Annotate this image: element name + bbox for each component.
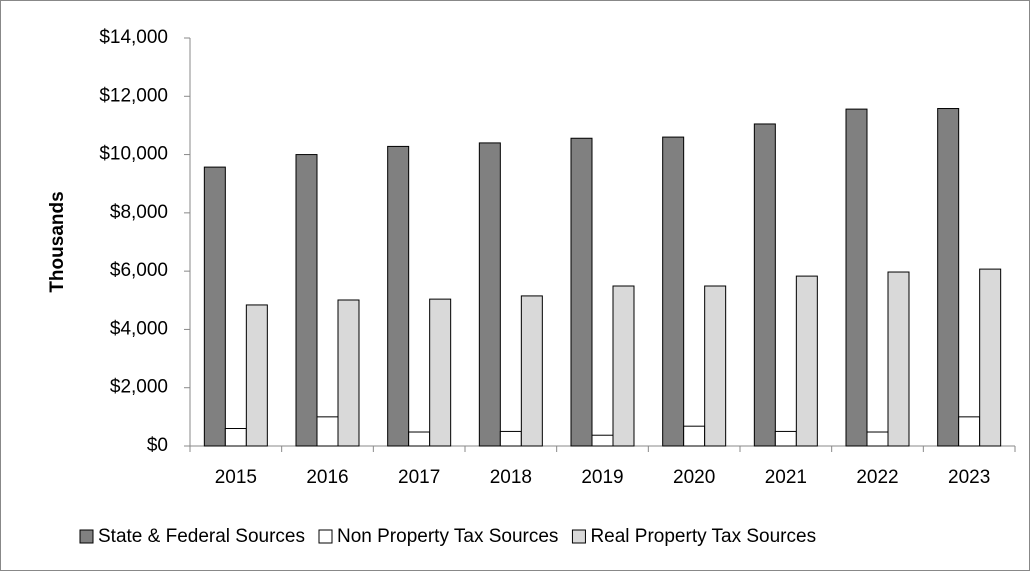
bar (295, 154, 318, 447)
bar (866, 431, 889, 447)
bar (408, 431, 431, 447)
y-tick-label: $8,000 (110, 202, 168, 223)
bar (520, 295, 543, 447)
y-tick-label: $10,000 (99, 144, 168, 165)
bar (958, 416, 981, 447)
bar (753, 123, 776, 447)
bar (795, 275, 818, 447)
legend-label: Real Property Tax Sources (590, 526, 816, 547)
bar (704, 285, 727, 447)
legend-swatch (79, 529, 94, 544)
x-tick-label: 2018 (490, 467, 532, 488)
legend-swatch (318, 529, 333, 544)
y-tick-label: $4,000 (110, 318, 168, 339)
x-tick-label: 2017 (398, 467, 440, 488)
y-tick-label: $0 (147, 435, 168, 456)
x-tick-label: 2020 (673, 467, 715, 488)
x-tick-label: 2015 (215, 467, 257, 488)
x-tick-label: 2022 (856, 467, 898, 488)
y-tick-label: $12,000 (99, 85, 168, 106)
x-tick-label: 2021 (765, 467, 807, 488)
bar (245, 304, 268, 447)
legend-label: Non Property Tax Sources (337, 526, 558, 547)
bar (774, 430, 797, 447)
bar (937, 108, 960, 447)
x-tick-label: 2023 (948, 467, 990, 488)
bar (887, 271, 910, 447)
x-tick-label: 2019 (581, 467, 623, 488)
bar (316, 416, 339, 447)
y-tick-label: $6,000 (110, 260, 168, 281)
x-tick-label: 2016 (306, 467, 348, 488)
bar (683, 425, 706, 447)
bar (570, 137, 593, 447)
bar (612, 285, 635, 447)
bar (224, 428, 247, 447)
bar (845, 108, 868, 447)
bar (387, 145, 410, 447)
bar (203, 166, 226, 447)
bar (429, 298, 452, 447)
bar (478, 142, 501, 447)
bar (979, 268, 1002, 447)
legend-swatch (571, 529, 586, 544)
bar (591, 434, 614, 447)
bar (499, 430, 522, 447)
bar (662, 136, 685, 447)
y-tick-label: $2,000 (110, 377, 168, 398)
legend-label: State & Federal Sources (98, 526, 305, 547)
y-axis-label: Thousands (47, 191, 68, 292)
bar (337, 299, 360, 447)
y-tick-label: $14,000 (99, 27, 168, 48)
